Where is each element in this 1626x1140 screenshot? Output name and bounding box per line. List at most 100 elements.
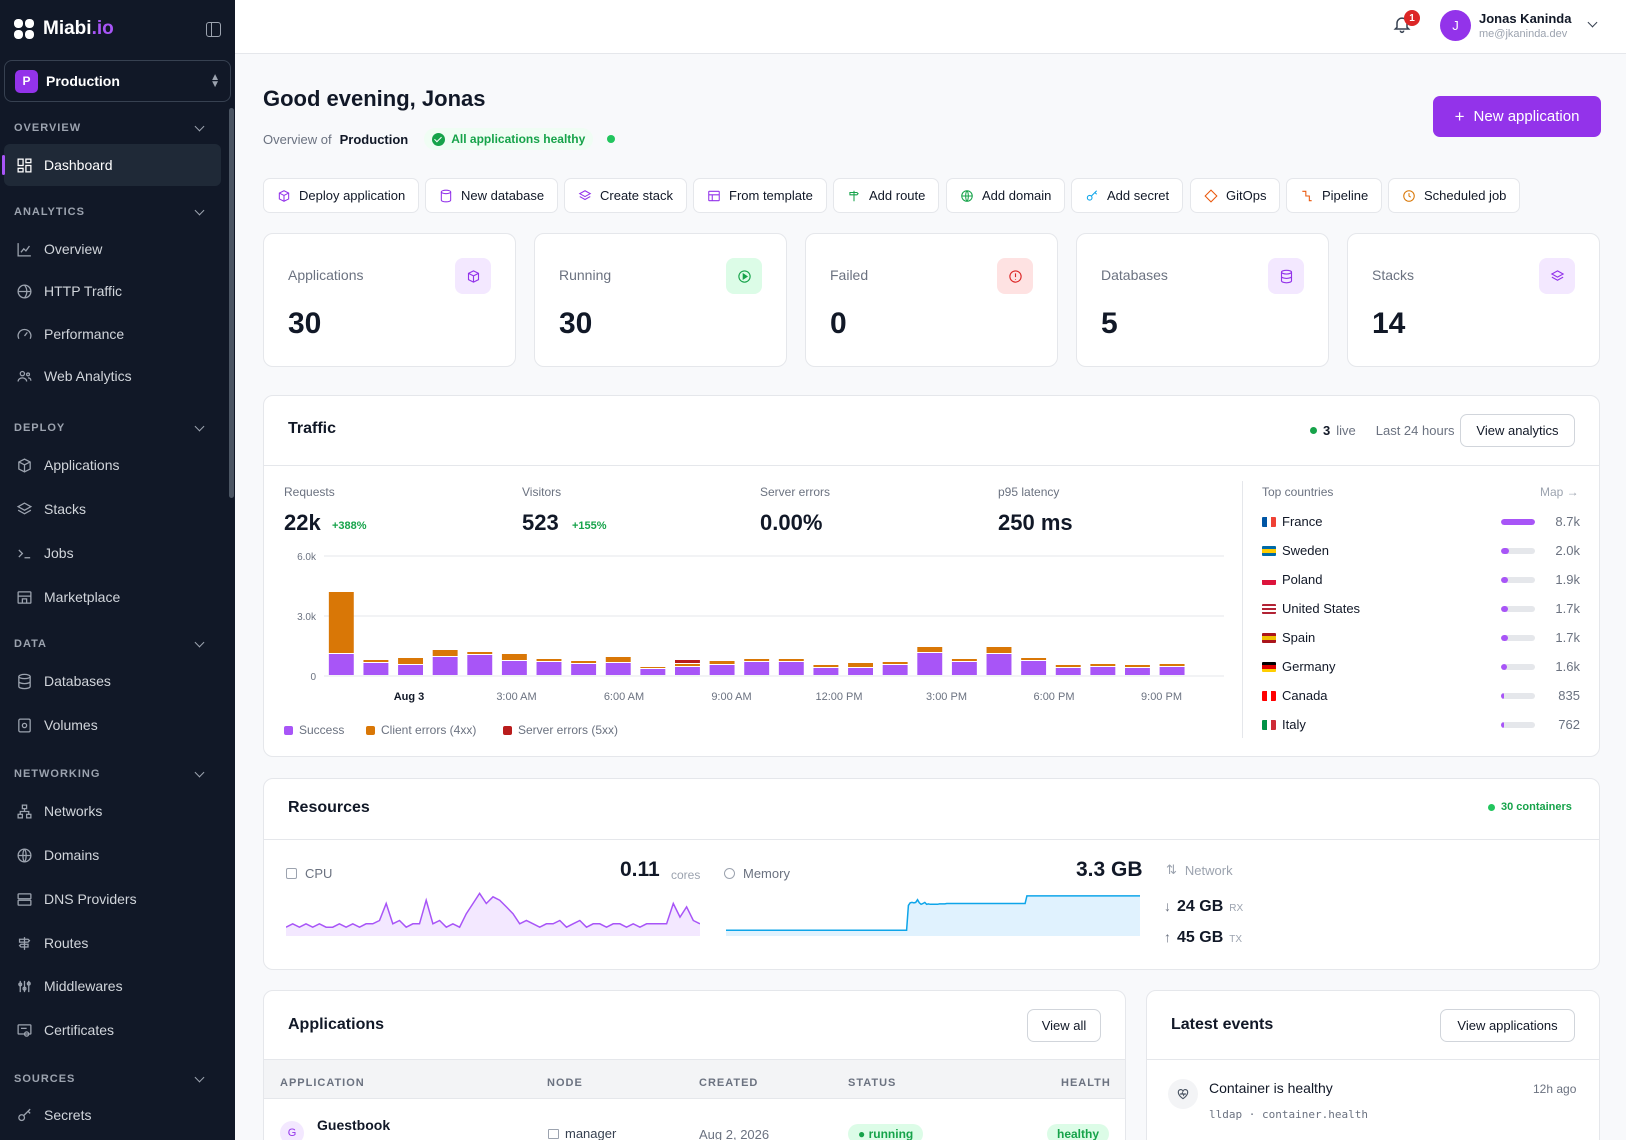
- section-deploy[interactable]: DEPLOY: [14, 421, 207, 434]
- section-sources[interactable]: SOURCES: [14, 1072, 207, 1085]
- sidebar-item-secrets[interactable]: Secrets: [4, 1094, 221, 1136]
- server-icon: [17, 892, 32, 906]
- quick-create-stack[interactable]: Create stack: [564, 178, 687, 213]
- sidebar-item-stacks[interactable]: Stacks: [4, 488, 221, 530]
- chart-bar: [1090, 667, 1116, 675]
- country-row[interactable]: France 8.7k: [1262, 514, 1580, 532]
- stat-card-applications[interactable]: Applications 30: [263, 233, 516, 367]
- template-icon: [708, 190, 720, 201]
- view-applications-button[interactable]: View applications: [1440, 1009, 1575, 1042]
- view-all-button[interactable]: View all: [1027, 1009, 1101, 1042]
- sidebar-item-networks[interactable]: Networks: [4, 790, 221, 832]
- cpu-value: 0.11: [620, 858, 660, 881]
- sidebar-item-applications[interactable]: Applications: [4, 444, 221, 486]
- sidebar-item-http-traffic[interactable]: HTTP Traffic: [4, 270, 221, 312]
- globe-icon: [17, 283, 32, 299]
- country-row[interactable]: United States 1.7k: [1262, 601, 1580, 619]
- chart-bar: [882, 665, 908, 675]
- quick-gitops[interactable]: GitOps: [1190, 178, 1281, 213]
- section-data[interactable]: DATA: [14, 637, 207, 650]
- chart-bar: [536, 659, 562, 661]
- notifications-button[interactable]: 1: [1392, 10, 1420, 36]
- environment-switcher[interactable]: P Production ▲ ▼: [4, 60, 231, 102]
- country-row[interactable]: Poland 1.9k: [1262, 572, 1580, 590]
- quick-from-template[interactable]: From template: [693, 178, 827, 213]
- stat-card-running[interactable]: Running 30: [534, 233, 787, 367]
- sidebar-item-performance[interactable]: Performance: [4, 313, 221, 355]
- chart-bar: [1021, 658, 1047, 660]
- sparkline-line: [286, 892, 700, 929]
- country-row[interactable]: Italy 762: [1262, 717, 1580, 735]
- chart-bar: [328, 654, 354, 675]
- sidebar-item-overview[interactable]: Overview: [4, 228, 221, 270]
- sidebar-item-jobs[interactable]: Jobs: [4, 532, 221, 574]
- map-link[interactable]: Map →: [1540, 485, 1579, 499]
- quick-new-database[interactable]: New database: [425, 178, 559, 213]
- database-icon: [440, 189, 452, 202]
- event-meta: lldap · container.health: [1209, 1108, 1368, 1121]
- sidebar-item-routes[interactable]: Routes: [4, 922, 221, 964]
- resources-title: Resources: [288, 799, 370, 816]
- sidebar-item-databases[interactable]: Databases: [4, 660, 221, 702]
- sidebar-scrollbar[interactable]: [229, 108, 234, 498]
- topbar: [235, 0, 1626, 54]
- sidebar-item-domains[interactable]: Domains: [4, 834, 221, 876]
- cpu-icon: [286, 868, 297, 879]
- health-badge: All applications healthy: [424, 128, 594, 150]
- column-header-node[interactable]: NODE: [547, 1077, 583, 1089]
- column-header-health[interactable]: HEALTH: [1061, 1077, 1111, 1089]
- x-tick-label: 6:00 PM: [1034, 691, 1075, 703]
- quick-add-secret[interactable]: Add secret: [1071, 178, 1184, 213]
- sidebar-item-volumes[interactable]: Volumes: [4, 704, 221, 746]
- sidebar-item-web-analytics[interactable]: Web Analytics: [4, 355, 221, 397]
- section-overview[interactable]: OVERVIEW: [14, 121, 207, 134]
- chart-bar: [1021, 661, 1047, 675]
- chart-bar: [432, 657, 458, 675]
- sidebar-item-certificates[interactable]: Certificates: [4, 1009, 221, 1051]
- country-name: France: [1282, 514, 1323, 529]
- column-header-application[interactable]: APPLICATION: [280, 1077, 365, 1089]
- divider: [1147, 1059, 1599, 1060]
- plus-icon: +: [1454, 106, 1465, 126]
- sidebar-item-middlewares[interactable]: Middlewares: [4, 965, 221, 1007]
- server-icon: [548, 1128, 559, 1139]
- sidebar-item-dns-providers[interactable]: DNS Providers: [4, 878, 221, 920]
- cube-icon: [18, 457, 31, 473]
- quick-deploy-application[interactable]: Deploy application: [263, 178, 420, 213]
- chart-bar: [813, 665, 839, 667]
- quick-add-route[interactable]: Add route: [833, 178, 940, 213]
- chevron-updown-icon: ▲ ▼: [210, 72, 220, 90]
- quick-pipeline[interactable]: Pipeline: [1286, 178, 1383, 213]
- user-menu[interactable]: J Jonas Kaninda me@jkaninda.dev: [1440, 10, 1598, 41]
- view-analytics-button[interactable]: View analytics: [1460, 414, 1575, 447]
- x-tick-label: Aug 3: [394, 691, 425, 703]
- sidebar-item-dashboard[interactable]: Dashboard: [2, 144, 221, 186]
- stat-card-failed[interactable]: Failed 0: [805, 233, 1058, 367]
- sparkline-line: [726, 895, 1140, 931]
- arrow-up-icon: ↑: [1164, 929, 1171, 945]
- country-row[interactable]: Sweden 2.0k: [1262, 543, 1580, 561]
- quick-scheduled-job[interactable]: Scheduled job: [1388, 178, 1521, 213]
- brand-logo[interactable]: Miabi.io: [14, 18, 114, 40]
- sidebar-item-marketplace[interactable]: Marketplace: [4, 576, 221, 618]
- stat-card-databases[interactable]: Databases 5: [1076, 233, 1329, 367]
- sidebar-collapse-icon[interactable]: [206, 21, 221, 37]
- stat-card-stacks[interactable]: Stacks 14: [1347, 233, 1600, 367]
- column-header-created[interactable]: CREATED: [699, 1077, 759, 1089]
- country-row[interactable]: Spain 1.7k: [1262, 630, 1580, 648]
- column-header-status[interactable]: STATUS: [848, 1077, 897, 1089]
- section-analytics[interactable]: ANALYTICS: [14, 205, 207, 218]
- country-row[interactable]: Germany 1.6k: [1262, 659, 1580, 677]
- new-application-button[interactable]: + New application: [1433, 96, 1601, 137]
- section-networking[interactable]: NETWORKING: [14, 767, 207, 780]
- country-row[interactable]: Canada 835: [1262, 688, 1580, 706]
- chart-bar: [1159, 667, 1185, 675]
- chart-bar: [363, 660, 389, 662]
- y-tick-label: 0: [310, 672, 316, 683]
- app-name[interactable]: Guestbook: [317, 1117, 391, 1133]
- chart-bar: [848, 668, 873, 675]
- sliders-icon: [18, 980, 31, 992]
- key-icon: [1086, 189, 1098, 201]
- quick-add-domain[interactable]: Add domain: [946, 178, 1066, 213]
- signpost-icon: [18, 936, 31, 950]
